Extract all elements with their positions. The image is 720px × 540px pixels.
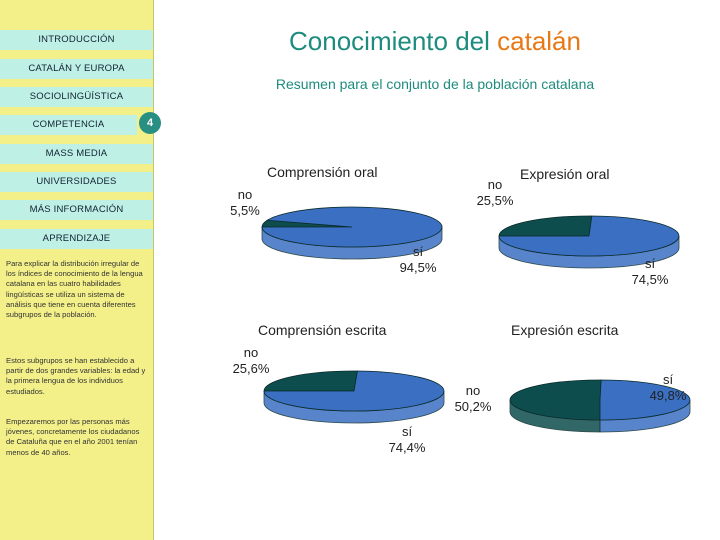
sidebar-paragraph: Estos subgrupos se han establecido a par… [6,356,146,396]
sidebar-paragraph: Para explicar la distribución irregular … [6,259,143,320]
nav-item-mass-media[interactable]: MASS MEDIA [0,144,153,164]
label-no-expresion-oral: no 25,5% [476,177,514,208]
sidebar: INTRODUCCIÓN CATALÁN Y EUROPA SOCIOLINGÜ… [0,0,154,540]
pie-chart-expresion-oral [498,215,680,269]
page-title: Conocimiento del catalán [160,26,710,57]
label-si-expresion-escrita: sí 49,8% [649,372,687,403]
nav-item-sociolinguistica[interactable]: SOCIOLINGÜÍSTICA [0,87,153,107]
nav-item-universidades[interactable]: UNIVERSIDADES [0,172,153,192]
sidebar-paragraph: Empezaremos por las personas más jóvenes… [6,417,140,457]
label-si-expresion-oral: sí 74,5% [631,256,669,287]
pie-slice-no [498,215,593,237]
label-si-comprension-escrita: sí 74,4% [388,424,426,455]
chart-title-comprension-escrita: Comprensión escrita [258,322,387,338]
nav-item-competencia[interactable]: COMPETENCIA [0,115,137,135]
label-no-expresion-escrita: no 50,2% [454,383,492,414]
pie-chart-comprension-oral [261,206,443,260]
chart-title-comprension-oral: Comprensión oral [267,164,378,180]
label-si-comprension-oral: sí 94,5% [399,244,437,275]
nav-item-introduccion[interactable]: INTRODUCCIÓN [0,30,153,50]
pie-slice-si [498,215,680,257]
nav-item-mas-informacion[interactable]: MÁS INFORMACIÓN [0,200,153,220]
chart-title-expresion-escrita: Expresión escrita [511,322,619,338]
pie-slice-no [263,370,358,392]
page-number-badge[interactable]: 4 [139,112,161,134]
chart-title-expresion-oral: Expresión oral [520,166,610,182]
pie-slice-si [263,370,445,412]
title-main: Conocimiento del [289,26,498,56]
pie-chart-comprension-escrita [263,370,445,424]
label-no-comprension-escrita: no 25,6% [232,345,270,376]
title-accent: catalán [497,26,581,56]
page-subtitle: Resumen para el conjunto de la población… [275,76,595,92]
label-no-comprension-oral: no 5,5% [230,187,260,218]
pie-slice-no [509,379,602,421]
nav-item-catalan-y-europa[interactable]: CATALÁN Y EUROPA [0,59,153,79]
pie-chart-expresion-escrita [509,379,691,433]
pie-slice-si [599,379,691,421]
nav-item-aprendizaje[interactable]: APRENDIZAJE [0,229,153,249]
pie-slice-si [261,206,443,248]
